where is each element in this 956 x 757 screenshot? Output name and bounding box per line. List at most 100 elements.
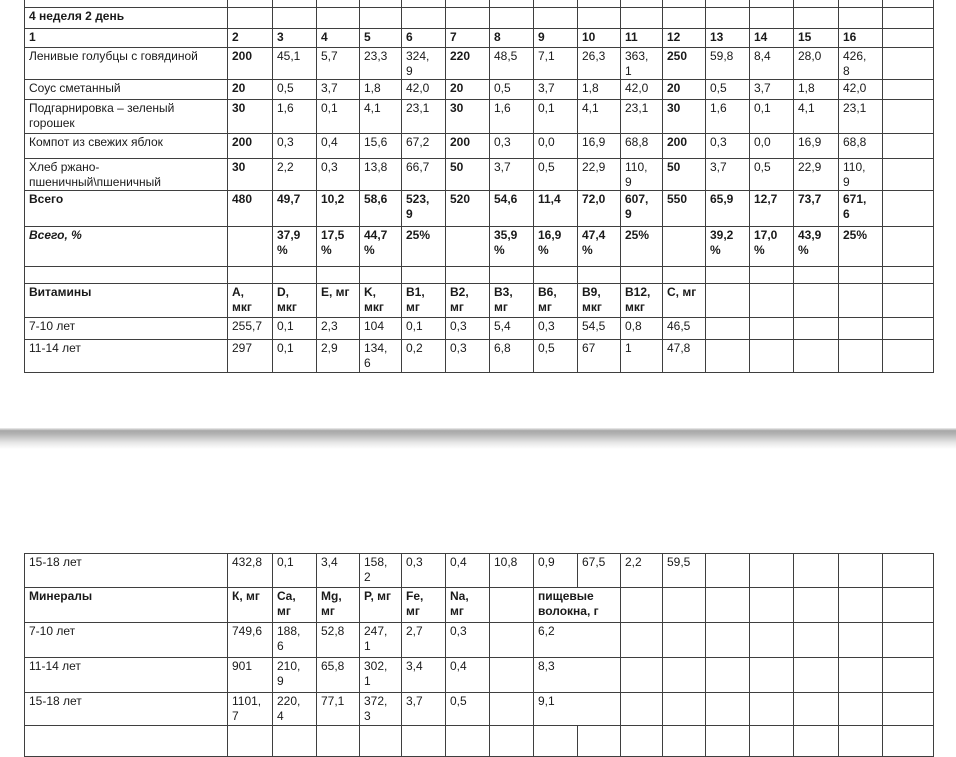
table-cell[interactable]: A, мкг [227,283,273,318]
table-cell[interactable]: 10,2 [316,190,360,227]
table-cell[interactable] [705,587,750,623]
table-cell[interactable]: 480 [227,190,273,227]
table-cell[interactable]: 158, 2 [359,553,402,588]
table-cell[interactable]: 0,4 [316,133,360,159]
table-cell[interactable]: 2,2 [272,158,317,191]
table-cell[interactable] [620,622,663,658]
table-cell[interactable]: 324, 9 [401,47,446,80]
table-cell[interactable]: B2, мг [445,283,490,318]
table-cell[interactable]: 0,3 [445,622,490,658]
table-cell[interactable]: 15,6 [359,133,402,159]
table-cell[interactable]: 16,9 % [533,226,578,267]
table-cell[interactable] [24,266,228,284]
table-cell[interactable] [445,266,490,284]
table-cell[interactable] [620,725,663,757]
table-cell[interactable] [489,725,534,757]
table-cell[interactable]: 104 [359,317,402,340]
table-cell[interactable]: 297 [227,339,273,373]
table-cell[interactable]: 65,9 [705,190,750,227]
table-cell[interactable]: 20 [662,79,706,100]
table-cell[interactable] [272,7,317,29]
table-cell[interactable]: 72,0 [577,190,621,227]
table-cell[interactable] [882,692,934,726]
table-cell[interactable] [445,7,490,29]
table-cell[interactable]: 50 [662,158,706,191]
table-cell[interactable]: 1,8 [577,79,621,100]
table-cell[interactable] [838,283,883,318]
table-cell[interactable] [882,725,934,757]
table-cell[interactable]: 110, 9 [620,158,663,191]
table-cell[interactable]: E, мг [316,283,360,318]
table-cell[interactable]: 200 [662,133,706,159]
table-cell[interactable] [838,266,883,284]
table-cell[interactable]: 15-18 лет [24,692,228,726]
table-cell[interactable]: 65,8 [316,657,360,693]
table-cell[interactable] [882,0,934,8]
table-cell[interactable]: 607, 9 [620,190,663,227]
table-cell[interactable] [882,622,934,658]
table-cell[interactable]: 5,7 [316,47,360,80]
table-cell[interactable]: 47,8 [662,339,706,373]
table-cell[interactable] [533,266,578,284]
table-cell[interactable] [793,657,839,693]
table-cell[interactable]: 16 [838,28,883,48]
table-cell[interactable] [749,7,794,29]
table-cell[interactable] [749,587,794,623]
table-cell[interactable] [533,0,578,8]
table-cell[interactable] [401,266,446,284]
table-cell[interactable] [620,0,663,8]
table-cell[interactable]: 28,0 [793,47,839,80]
table-cell[interactable]: 0,5 [533,339,578,373]
table-cell[interactable]: 30 [445,99,490,134]
table-cell[interactable]: 20 [445,79,490,100]
table-cell[interactable] [838,7,883,29]
table-cell[interactable] [882,99,934,134]
table-cell[interactable]: 0,5 [445,692,490,726]
table-cell[interactable]: 0,3 [316,158,360,191]
table-cell[interactable]: 0,3 [272,133,317,159]
table-cell[interactable]: 255,7 [227,317,273,340]
table-cell[interactable]: 4,1 [577,99,621,134]
table-cell[interactable] [359,0,402,8]
table-cell[interactable] [882,158,934,191]
table-cell[interactable] [882,283,934,318]
table-cell[interactable]: 17,0 % [749,226,794,267]
table-cell[interactable] [882,317,934,340]
table-cell[interactable] [749,339,794,373]
table-cell[interactable] [882,7,934,29]
table-cell[interactable] [620,7,663,29]
table-cell[interactable] [272,266,317,284]
table-cell[interactable]: 77,1 [316,692,360,726]
table-cell[interactable] [838,657,883,693]
table-cell[interactable]: 247, 1 [359,622,402,658]
table-cell[interactable] [445,0,490,8]
table-cell[interactable] [577,266,621,284]
table-cell[interactable] [662,692,706,726]
table-cell[interactable] [749,657,794,693]
table-cell[interactable]: 12 [662,28,706,48]
table-cell[interactable] [882,28,934,48]
table-cell[interactable]: Всего, % [24,226,228,267]
table-cell[interactable]: 200 [227,133,273,159]
table-cell[interactable]: 3,7 [401,692,446,726]
table-cell[interactable] [882,339,934,373]
table-cell[interactable]: 12,7 [749,190,794,227]
table-cell[interactable]: 3,7 [316,79,360,100]
table-cell[interactable]: 0,9 [533,553,578,588]
table-cell[interactable]: 0,1 [749,99,794,134]
table-cell[interactable] [793,725,839,757]
table-cell[interactable]: 0,4 [445,553,490,588]
table-cell[interactable]: 0,3 [445,317,490,340]
table-cell[interactable] [705,317,750,340]
table-cell[interactable] [838,339,883,373]
table-cell[interactable]: 0,3 [445,339,490,373]
table-cell[interactable]: 25% [401,226,446,267]
table-cell[interactable]: 302, 1 [359,657,402,693]
table-cell[interactable]: 7-10 лет [24,622,228,658]
table-cell[interactable]: 0,3 [533,317,578,340]
table-cell[interactable]: 25% [838,226,883,267]
table-cell[interactable] [620,266,663,284]
table-cell[interactable]: Компот из свежих яблок [24,133,228,159]
table-cell[interactable] [620,587,663,623]
table-cell[interactable]: 23,1 [620,99,663,134]
